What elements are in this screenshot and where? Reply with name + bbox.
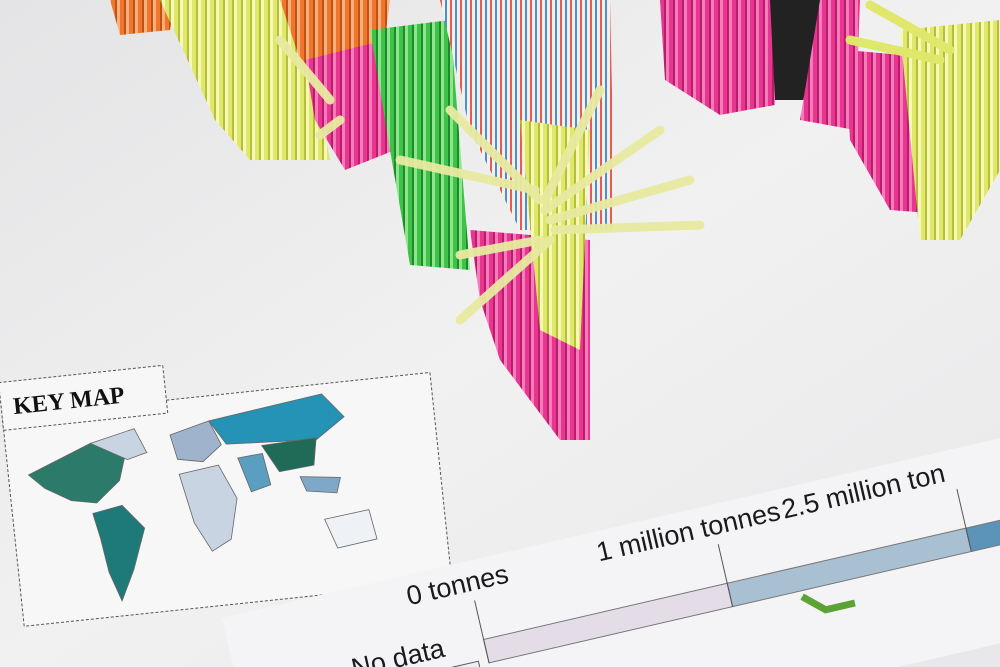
- scale-divider: [956, 489, 972, 552]
- scale-divider: [717, 544, 734, 607]
- straw-sculpture: [110, 0, 1000, 440]
- world-map: [27, 393, 378, 602]
- key-map-card: KEY MAP: [0, 364, 453, 627]
- key-map-tab: [0, 364, 169, 431]
- scale-divider: [474, 600, 490, 663]
- straw-icon: [800, 593, 856, 614]
